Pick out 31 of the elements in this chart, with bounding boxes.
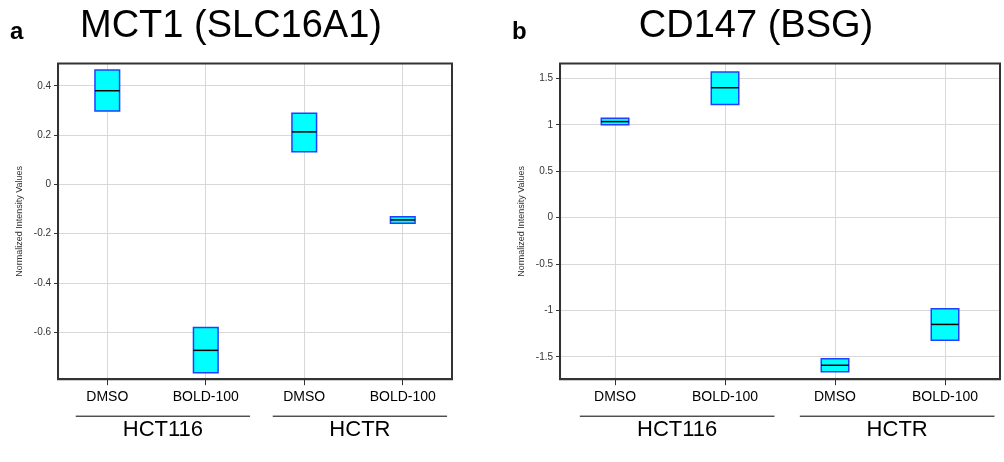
text: HCT116 [122, 416, 204, 442]
text: HCT116 [637, 416, 718, 442]
y-axis-title: Normalized Intensity Values [13, 165, 24, 277]
y-tick-label: -1 [544, 304, 554, 316]
y-tick-label: 1.5 [539, 72, 554, 84]
x-tick-label: DMSO [594, 388, 637, 405]
x-tick-label: BOLD-100 [911, 388, 979, 405]
text: b [512, 16, 527, 44]
chart-title: MCT1 (SLC16A1) [80, 3, 382, 46]
y-tick-label: -0.6 [33, 326, 52, 338]
y-tick-label: 0 [45, 178, 52, 190]
text: a [10, 16, 24, 44]
text: HCTR [866, 416, 928, 442]
y-tick-label: 0.5 [539, 165, 554, 177]
text: HCTR [329, 416, 391, 442]
y-tick-label: 0.4 [37, 79, 52, 91]
x-tick-label: DMSO [283, 388, 326, 405]
x-tick-label: BOLD-100 [369, 388, 437, 405]
y-tick-label: -0.2 [33, 227, 52, 239]
y-tick-label: 1 [547, 118, 554, 130]
x-tick-label: DMSO [86, 388, 129, 405]
x-tick-label: BOLD-100 [691, 388, 759, 405]
y-tick-label: 0 [547, 211, 554, 223]
y-axis-title: Normalized Intensity Values [515, 165, 526, 277]
chart-title: CD147 (BSG) [638, 3, 874, 46]
x-tick-label: BOLD-100 [172, 388, 240, 405]
x-tick-label: DMSO [814, 388, 857, 405]
y-tick-label: -0.4 [33, 276, 52, 288]
y-tick-label: -1.5 [535, 350, 554, 362]
y-tick-label: -0.5 [535, 257, 554, 269]
y-tick-label: 0.2 [37, 128, 52, 140]
